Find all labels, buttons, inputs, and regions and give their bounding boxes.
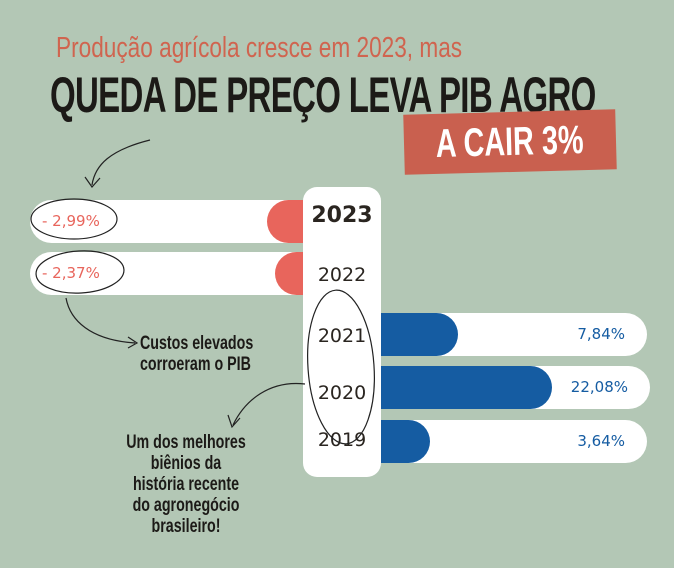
bar-fill-2022 xyxy=(274,252,303,295)
bar-2020: 22,08% xyxy=(381,366,650,409)
annotation-line: Custos elevados xyxy=(140,333,254,354)
year-label: 2019 xyxy=(317,429,367,451)
annotation-line: biênios da xyxy=(150,453,222,474)
data-label: 3,64% xyxy=(577,432,625,450)
annotation-line: do agronegócio xyxy=(132,495,240,516)
annotation-line: corroeram o PIB xyxy=(140,354,251,375)
banner-text: A CAIR 3% xyxy=(435,117,585,166)
year-label: 2023 xyxy=(311,203,373,228)
bar-2019: 3,64% xyxy=(381,420,647,463)
year-label: 2020 xyxy=(317,382,367,404)
bar-2022: - 2,37% xyxy=(30,252,303,295)
annotation-costs: Custos elevados corroeram o PIB xyxy=(140,333,253,375)
data-label: - 2,37% xyxy=(42,264,100,282)
year-label: 2021 xyxy=(317,325,367,347)
bar-fill-2023 xyxy=(267,200,303,243)
arrow-to-2023 xyxy=(84,139,151,188)
arrow-to-biennium xyxy=(227,382,306,429)
annotation-line: brasileiro! xyxy=(151,516,221,537)
annotation-biennium: Um dos melhores biênios da história rece… xyxy=(111,432,261,537)
bar-2021: 7,84% xyxy=(381,313,647,356)
data-label: - 2,99% xyxy=(42,212,100,230)
data-label: 7,84% xyxy=(577,325,625,343)
headline-banner: A CAIR 3% xyxy=(403,109,617,175)
data-label: 22,08% xyxy=(570,378,628,396)
bar-fill-2021 xyxy=(381,313,458,356)
bar-fill-2019 xyxy=(381,420,431,463)
annotation-line: história recente xyxy=(132,474,240,495)
subtitle: Produção agrícola cresce em 2023, mas xyxy=(56,32,463,64)
year-label: 2022 xyxy=(317,264,367,286)
bar-fill-2020 xyxy=(381,366,552,409)
arrow-to-costs xyxy=(65,297,139,349)
bar-2023: - 2,99% xyxy=(30,200,303,243)
annotation-line: Um dos melhores xyxy=(126,432,246,453)
